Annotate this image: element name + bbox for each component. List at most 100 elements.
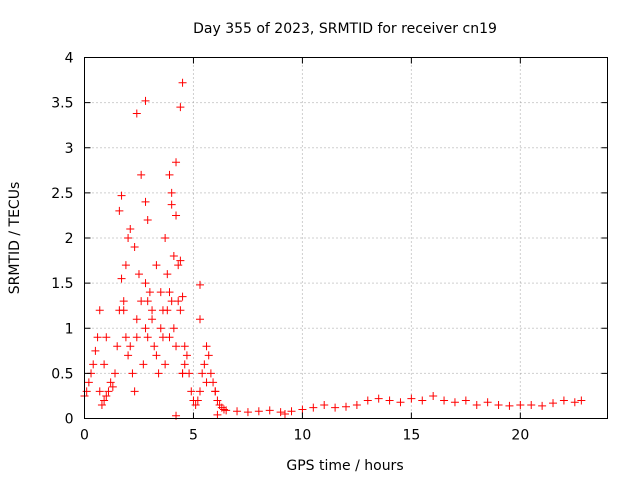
data-point [165, 288, 174, 297]
data-point [95, 387, 104, 396]
data-point [198, 369, 207, 378]
x-tick-label: 5 [189, 428, 198, 444]
y-tick-labels: 0 0.5 1 1.5 2 2.5 3 3.5 4 [51, 51, 73, 428]
data-point [195, 315, 204, 324]
data-point [233, 407, 242, 416]
data-point [342, 402, 350, 411]
data-point [119, 306, 128, 315]
data-point [137, 170, 146, 179]
data-point [516, 400, 525, 409]
data-point [91, 346, 100, 355]
data-point [176, 256, 185, 265]
data-point [167, 200, 176, 209]
data-point [172, 211, 181, 220]
data-point [150, 342, 159, 351]
data-point [182, 351, 191, 360]
data-point [143, 215, 152, 224]
data-point [134, 270, 143, 279]
data-point [100, 396, 109, 405]
data-point [472, 400, 481, 409]
y-axis-label: SRMTID / TECUs [7, 182, 23, 295]
data-point [352, 400, 361, 409]
data-point [139, 360, 148, 369]
data-point [167, 188, 176, 197]
data-point [156, 288, 165, 297]
chart-title: Day 355 of 2023, SRMTID for receiver cn1… [193, 21, 497, 37]
data-point [187, 387, 196, 396]
data-point [577, 396, 586, 405]
data-point [204, 351, 213, 360]
data-point [143, 333, 152, 342]
data-point [174, 261, 183, 270]
data-point [93, 333, 102, 342]
data-point [298, 405, 307, 414]
data-point [549, 399, 558, 408]
data-point [154, 369, 163, 378]
data-point [195, 280, 204, 289]
data-point [200, 360, 209, 369]
data-point [169, 252, 178, 261]
data-point [505, 401, 514, 410]
data-point [559, 396, 568, 405]
data-point [102, 391, 111, 400]
data-point [191, 400, 200, 409]
data-point [178, 369, 187, 378]
data-point [180, 342, 189, 351]
data-point [130, 243, 139, 252]
y-tick-label: 2 [65, 231, 74, 247]
data-point [461, 396, 470, 405]
y-tick-label: 0 [65, 412, 74, 428]
data-point [178, 292, 187, 301]
y-tick-label: 4 [65, 51, 74, 67]
data-point [106, 378, 115, 387]
data-point [89, 360, 98, 369]
data-point [132, 315, 141, 324]
data-point [206, 369, 215, 378]
data-point [331, 403, 340, 412]
data-point [280, 409, 289, 418]
data-point [115, 206, 124, 215]
data-point [418, 396, 427, 405]
y-tick-label: 3.5 [51, 96, 73, 112]
data-point [161, 360, 170, 369]
data-point [494, 400, 503, 409]
data-point [119, 297, 128, 306]
data-point [111, 369, 120, 378]
data-point [176, 306, 185, 315]
data-point [141, 197, 150, 206]
data-point [202, 378, 211, 387]
data-point [222, 406, 231, 415]
data-point [363, 396, 372, 405]
y-tick-label: 3 [65, 141, 74, 157]
data-point [97, 400, 106, 409]
data-point [128, 369, 137, 378]
data-point [265, 406, 274, 415]
data-point [213, 410, 222, 419]
data-point [158, 306, 167, 315]
data-point [117, 274, 126, 283]
data-point [130, 387, 139, 396]
data-point [276, 408, 285, 417]
data-point [95, 306, 104, 315]
data-point [156, 324, 165, 333]
data-point [180, 360, 189, 369]
data-point [121, 261, 130, 270]
data-point [108, 382, 117, 391]
x-tick-label: 20 [511, 428, 529, 444]
data-point [407, 394, 416, 403]
y-tick-label: 0.5 [51, 366, 73, 382]
data-point [243, 408, 252, 417]
data-point [152, 261, 161, 270]
data-point [570, 398, 579, 407]
data-point [174, 297, 183, 306]
data-point [169, 324, 178, 333]
data-point [374, 394, 383, 403]
data-point [148, 306, 157, 315]
data-point [254, 407, 263, 416]
data-point [148, 315, 157, 324]
data-point [385, 396, 394, 405]
data-point [163, 270, 172, 279]
data-point [141, 96, 150, 105]
data-point [113, 342, 122, 351]
